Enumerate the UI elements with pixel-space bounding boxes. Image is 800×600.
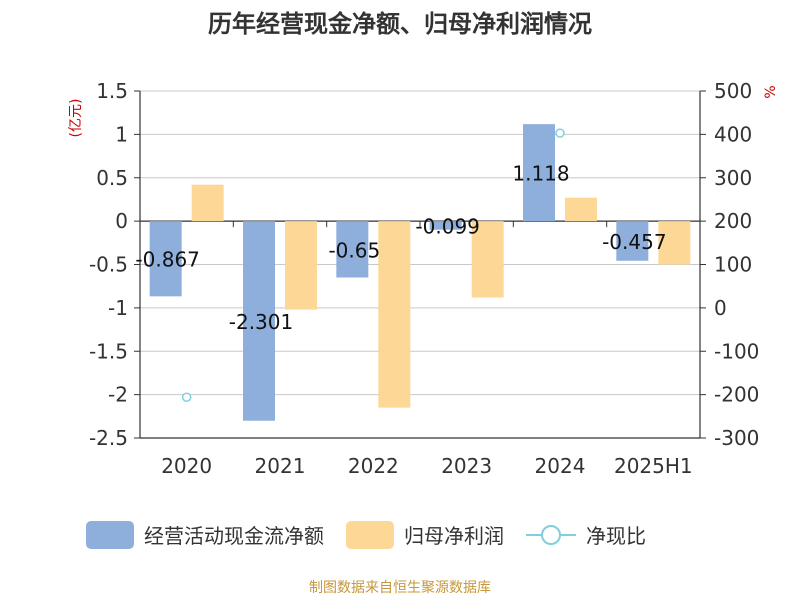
cashflow-bar (429, 221, 462, 230)
left-axis-ticks: 1.5 1 0.5 0 -0.5 -1 -1.5 -2 -2.5 (89, 79, 140, 450)
x-tick-label: 2024 (535, 454, 586, 478)
source-note: 制图数据来自恒生聚源数据库 (309, 580, 491, 596)
legend-label: 净现比 (586, 524, 646, 548)
left-tick-label: -2 (108, 383, 128, 407)
left-tick-label: -1 (108, 296, 128, 320)
net-profit-bar (658, 221, 691, 265)
cashflow-bar (243, 221, 275, 421)
net-profit-bar (285, 221, 317, 310)
data-labels: -0.867 -2.301 -0.65 -0.099 1.118 -0.457 (135, 162, 666, 334)
left-tick-label: 1.5 (96, 79, 128, 103)
left-axis-unit: (亿元) (68, 99, 84, 138)
legend: 经营活动现金流净额 归母净利润 净现比 (86, 521, 646, 549)
x-tick-label: 2021 (255, 454, 306, 478)
right-tick-label: -100 (714, 339, 759, 363)
right-tick-label: 300 (714, 166, 752, 190)
right-tick-label: 0 (714, 296, 727, 320)
legend-label: 经营活动现金流净额 (144, 524, 324, 548)
x-tick-label: 2020 (161, 454, 212, 478)
net-profit-bar (191, 184, 224, 222)
cashflow-value-label: -0.457 (602, 230, 666, 254)
left-tick-label: 0 (115, 209, 128, 233)
cashflow-bar (616, 221, 649, 261)
left-tick-label: 0.5 (96, 166, 128, 190)
cashflow-value-label: -0.65 (328, 238, 380, 262)
x-tick-label: 2025H1 (614, 454, 693, 478)
left-tick-label: -2.5 (89, 426, 128, 450)
legend-marker (541, 525, 561, 545)
legend-label: 归母净利润 (404, 524, 504, 548)
right-axis-unit: % (763, 85, 779, 98)
cashflow-bar (523, 124, 555, 222)
x-tick-label: 2023 (441, 454, 492, 478)
legend-item: 归母净利润 (346, 521, 504, 549)
x-tick-label: 2022 (348, 454, 399, 478)
cashflow-bar (149, 221, 182, 297)
right-tick-label: 100 (714, 253, 752, 277)
net-profit-bar (378, 221, 411, 408)
cashflow-value-label: -2.301 (229, 310, 293, 334)
cashflow-value-label: -0.099 (415, 214, 479, 238)
left-tick-label: -1.5 (89, 339, 128, 363)
right-axis-ticks: 500 400 300 200 100 0 -100 -200 -300 (700, 79, 759, 450)
right-tick-label: -300 (714, 426, 759, 450)
right-tick-label: 500 (714, 79, 752, 103)
chart-title: 历年经营现金净额、归母净利润情况 (208, 10, 592, 38)
gridlines (140, 90, 700, 439)
legend-item: 经营活动现金流净额 (86, 521, 324, 549)
legend-swatch (346, 521, 394, 549)
net-profit-bar (471, 221, 504, 298)
legend-swatch (86, 521, 134, 549)
cashflow-bar (336, 221, 369, 278)
ratio-point (555, 128, 565, 138)
left-tick-label: -0.5 (89, 253, 128, 277)
left-tick-label: 1 (115, 122, 128, 146)
ratio-point (181, 392, 192, 402)
ratio-points (181, 128, 565, 402)
right-tick-label: 400 (714, 122, 752, 146)
bars (149, 124, 691, 421)
x-axis-ticks: 2020 2021 2022 2023 2024 2025H1 (161, 454, 692, 478)
right-tick-label: -200 (714, 383, 759, 407)
net-profit-bar (565, 197, 597, 222)
cashflow-value-label: -0.867 (135, 248, 199, 272)
legend-item: 净现比 (526, 524, 646, 548)
right-tick-label: 200 (714, 209, 752, 233)
cashflow-value-label: 1.118 (512, 162, 569, 186)
